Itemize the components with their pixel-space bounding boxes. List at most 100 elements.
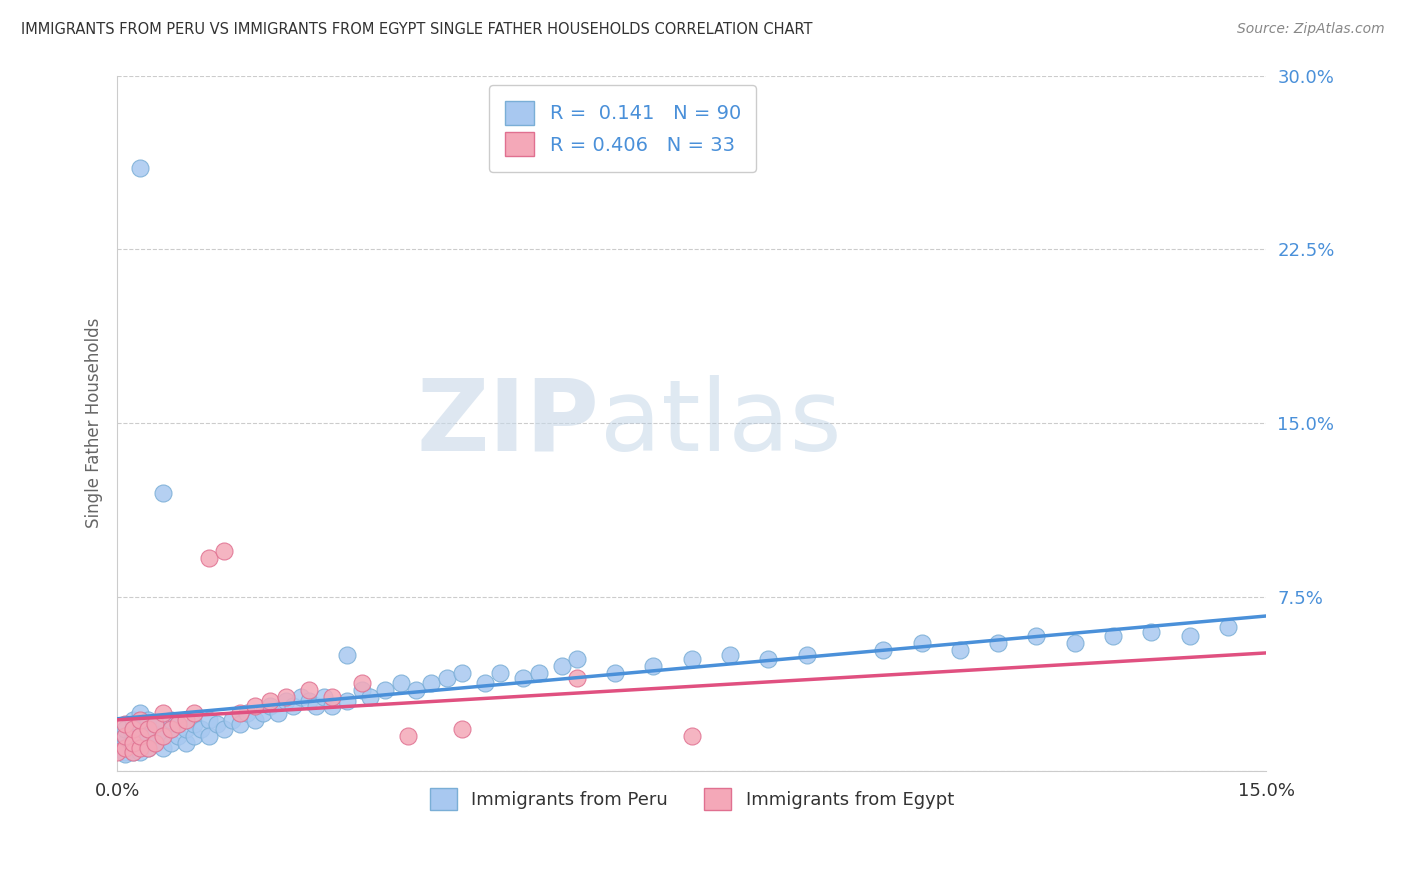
Point — [121, 736, 143, 750]
Point — [152, 729, 174, 743]
Point — [436, 671, 458, 685]
Point — [136, 729, 159, 743]
Point — [121, 736, 143, 750]
Point — [681, 729, 703, 743]
Point — [198, 713, 221, 727]
Point — [274, 690, 297, 704]
Point — [121, 745, 143, 759]
Point — [305, 698, 328, 713]
Point — [129, 706, 152, 720]
Point — [949, 643, 972, 657]
Point — [136, 740, 159, 755]
Point — [129, 161, 152, 176]
Point — [756, 652, 779, 666]
Text: IMMIGRANTS FROM PERU VS IMMIGRANTS FROM EGYPT SINGLE FATHER HOUSEHOLDS CORRELATI: IMMIGRANTS FROM PERU VS IMMIGRANTS FROM … — [21, 22, 813, 37]
Point — [121, 740, 143, 755]
Point — [167, 717, 190, 731]
Point — [159, 722, 181, 736]
Point — [243, 713, 266, 727]
Point — [114, 740, 136, 755]
Point — [114, 729, 136, 743]
Point — [352, 675, 374, 690]
Text: ZIP: ZIP — [418, 375, 600, 472]
Point — [374, 682, 396, 697]
Point — [336, 694, 359, 708]
Point — [129, 736, 152, 750]
Point — [198, 729, 221, 743]
Point — [643, 659, 665, 673]
Point — [214, 543, 236, 558]
Point — [1102, 629, 1125, 643]
Text: Source: ZipAtlas.com: Source: ZipAtlas.com — [1237, 22, 1385, 37]
Point — [129, 717, 152, 731]
Point — [183, 729, 205, 743]
Point — [136, 740, 159, 755]
Point — [451, 666, 474, 681]
Text: atlas: atlas — [600, 375, 841, 472]
Point — [389, 675, 412, 690]
Point — [352, 682, 374, 697]
Point — [321, 698, 343, 713]
Point — [136, 722, 159, 736]
Point — [136, 722, 159, 736]
Point — [512, 671, 534, 685]
Point — [114, 736, 136, 750]
Point — [114, 717, 136, 731]
Point — [1140, 624, 1163, 639]
Point — [152, 740, 174, 755]
Point — [221, 713, 243, 727]
Point — [167, 717, 190, 731]
Point — [145, 736, 167, 750]
Point — [298, 694, 321, 708]
Point — [152, 706, 174, 720]
Point — [987, 636, 1010, 650]
Point — [129, 745, 152, 759]
Point — [190, 722, 212, 736]
Point — [259, 698, 281, 713]
Point — [129, 726, 152, 740]
Point — [1063, 636, 1085, 650]
Point — [114, 722, 136, 736]
Point — [114, 740, 136, 755]
Point — [312, 690, 335, 704]
Point — [359, 690, 381, 704]
Point — [229, 717, 252, 731]
Point — [121, 713, 143, 727]
Point — [167, 729, 190, 743]
Point — [183, 706, 205, 720]
Point — [174, 713, 197, 727]
Point — [159, 722, 181, 736]
Point — [283, 698, 305, 713]
Point — [274, 694, 297, 708]
Point — [252, 706, 274, 720]
Point — [681, 652, 703, 666]
Point — [290, 690, 312, 704]
Point — [121, 722, 143, 736]
Point — [420, 675, 443, 690]
Point — [129, 713, 152, 727]
Point — [214, 722, 236, 736]
Point — [114, 729, 136, 743]
Point — [396, 729, 419, 743]
Point — [152, 485, 174, 500]
Point — [145, 726, 167, 740]
Point — [243, 698, 266, 713]
Point — [198, 550, 221, 565]
Point — [229, 706, 252, 720]
Point — [129, 740, 152, 755]
Point — [105, 740, 128, 755]
Point — [114, 747, 136, 762]
Point — [336, 648, 359, 662]
Point — [174, 736, 197, 750]
Point — [121, 733, 143, 747]
Point — [872, 643, 894, 657]
Point — [718, 648, 741, 662]
Point — [1178, 629, 1201, 643]
Y-axis label: Single Father Households: Single Father Households — [86, 318, 103, 528]
Point — [1216, 620, 1239, 634]
Point — [451, 722, 474, 736]
Legend: Immigrants from Peru, Immigrants from Egypt: Immigrants from Peru, Immigrants from Eg… — [415, 773, 969, 824]
Point — [205, 717, 228, 731]
Point — [136, 713, 159, 727]
Point — [1025, 629, 1047, 643]
